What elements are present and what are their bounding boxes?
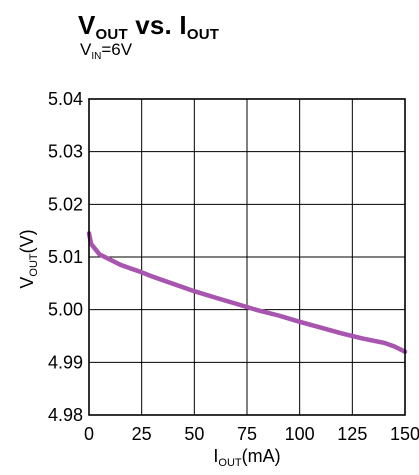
- y-tick-label: 5.03: [48, 142, 83, 162]
- y-tick-label: 4.98: [48, 405, 83, 425]
- x-tick-label: 75: [237, 424, 257, 444]
- y-tick-label: 5.00: [48, 300, 83, 320]
- y-tick-label: 5.02: [48, 194, 83, 214]
- x-axis-label: IOUT(mA): [213, 446, 280, 469]
- grid-lines: [88, 98, 406, 416]
- x-tick-label: 125: [337, 424, 367, 444]
- x-tick-label: 25: [132, 424, 152, 444]
- y-tick-label: 5.04: [48, 89, 83, 109]
- plot-frame: [88, 98, 406, 416]
- chart-title: VOUT vs. IOUT: [78, 10, 220, 43]
- y-tick-label: 4.99: [48, 352, 83, 372]
- x-tick-label: 100: [285, 424, 315, 444]
- x-tick-label: 0: [84, 424, 94, 444]
- series-line: [86, 231, 408, 355]
- y-axis-ticks: 4.98 4.99 5.00 5.01 5.02 5.03 5.04: [48, 89, 83, 425]
- y-axis-label: VOUT(V): [17, 229, 40, 288]
- x-axis-ticks: 0 25 50 75 100 125 150: [84, 424, 419, 444]
- x-tick-label: 50: [184, 424, 204, 444]
- y-tick-label: 5.01: [48, 247, 83, 267]
- chart-subtitle: VIN=6V: [80, 40, 133, 62]
- x-tick-label: 150: [390, 424, 419, 444]
- series-group: [86, 231, 408, 355]
